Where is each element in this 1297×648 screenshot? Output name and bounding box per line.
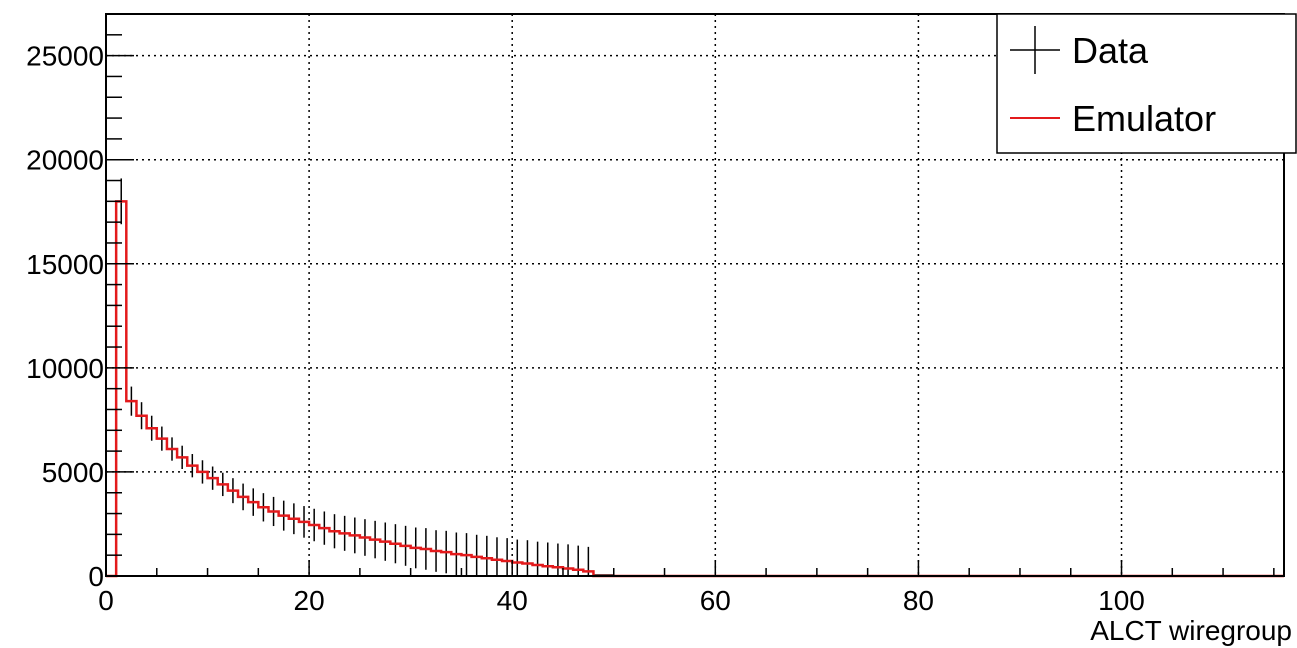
x-tick-label: 0 <box>98 585 114 616</box>
grid-lines <box>106 14 1284 576</box>
y-tick-label: 15000 <box>26 249 104 280</box>
legend-box <box>996 13 1297 154</box>
x-tick-label: 20 <box>294 585 325 616</box>
y-tick-label: 20000 <box>26 145 104 176</box>
y-tick-label: 0 <box>88 561 104 592</box>
x-tick-label: 40 <box>497 585 528 616</box>
y-tick-label: 5000 <box>42 457 104 488</box>
legend-entries: Data Emulator <box>1010 26 1216 139</box>
series-layer <box>106 178 1284 578</box>
legend-entry-data: Data <box>1010 26 1149 74</box>
axis-ticks <box>105 13 1275 577</box>
plot-frame <box>105 13 1285 577</box>
x-axis-label: ALCT wiregroup <box>1090 615 1292 646</box>
legend-label-data: Data <box>1072 30 1149 71</box>
y-tick-label: 10000 <box>26 353 104 384</box>
x-tick-label: 60 <box>700 585 731 616</box>
y-tick-label: 25000 <box>26 41 104 72</box>
legend-entry-emulator: Emulator <box>1010 98 1216 139</box>
x-tick-label: 100 <box>1098 585 1145 616</box>
legend-label-emulator: Emulator <box>1072 98 1216 139</box>
emulator-series-line <box>106 200 1284 578</box>
x-tick-label: 80 <box>903 585 934 616</box>
legend: Data Emulator <box>996 13 1297 154</box>
data-series <box>116 178 614 576</box>
tick-labels: 0 20 40 60 80 100 0 5000 10000 15000 20000 25000 <box>26 41 1145 616</box>
